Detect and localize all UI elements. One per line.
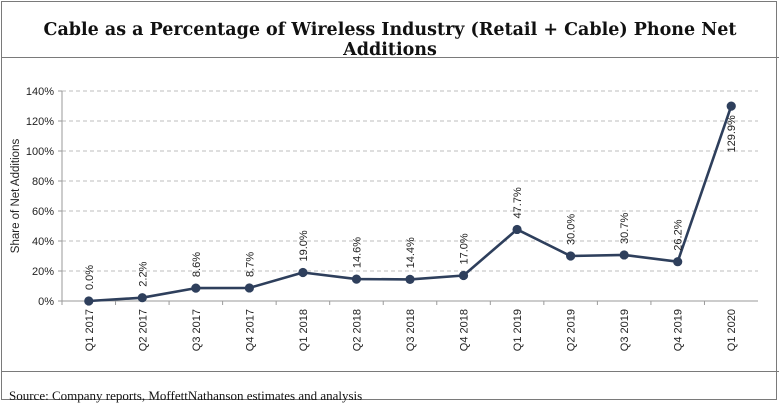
data-label-12: 129.9% xyxy=(726,115,738,153)
data-point-6 xyxy=(405,274,415,284)
title-divider xyxy=(1,57,779,58)
data-point-11 xyxy=(673,257,683,267)
data-point-3 xyxy=(244,283,254,293)
y-axis-label: Share of Net Additions xyxy=(10,139,22,254)
line-chart: 0% 20% 40% 60% 80% 100% 120% 140% Q1 2017 Q2 201… xyxy=(10,86,758,351)
data-label-0: 0.0% xyxy=(84,265,96,290)
x-tick-label-11: Q4 2019 xyxy=(673,309,685,351)
y-tick-label-6: 120% xyxy=(26,116,54,128)
x-tick-label-6: Q3 2018 xyxy=(405,309,417,351)
data-point-7 xyxy=(458,270,469,281)
x-tick-label-4: Q1 2018 xyxy=(298,309,310,351)
y-tick-label-7: 140% xyxy=(26,86,54,98)
x-tick-label-1: Q2 2017 xyxy=(137,309,149,351)
y-tick-label-1: 20% xyxy=(32,266,54,278)
data-point-4 xyxy=(298,267,308,278)
data-label-5: 14.6% xyxy=(351,237,363,268)
y-tick-labels: 0% 20% 40% 60% 80% 100% 120% 140% xyxy=(26,86,62,308)
x-tick-label-8: Q1 2019 xyxy=(512,309,524,351)
data-point-8 xyxy=(512,224,522,235)
source-divider xyxy=(1,371,779,372)
data-label-6: 14.4% xyxy=(405,237,417,268)
source-note: Source: Company reports, MoffettNathanso… xyxy=(9,388,363,403)
x-tick-label-5: Q2 2018 xyxy=(351,309,363,351)
chart-title: Cable as a Percentage of Wireless Indust… xyxy=(43,20,737,60)
data-label-2: 8.6% xyxy=(191,252,203,277)
series-line xyxy=(88,105,733,303)
grid-lines xyxy=(62,90,758,272)
data-labels: 0.0% 2.2% 8.6% 8.7% 19.0% 14.6% 14.4% 17.0% 47.7… xyxy=(84,115,738,290)
data-point-1 xyxy=(137,293,147,303)
data-label-11: 26.2% xyxy=(673,219,685,250)
y-tick-label-3: 60% xyxy=(32,206,54,218)
x-tick-label-0: Q1 2017 xyxy=(84,309,96,351)
data-point-9 xyxy=(566,251,576,261)
y-tick-label-5: 100% xyxy=(26,146,54,158)
x-tick-label-2: Q3 2017 xyxy=(191,309,203,351)
data-label-1: 2.2% xyxy=(137,261,149,286)
data-point-0 xyxy=(84,296,94,306)
data-label-9: 30.0% xyxy=(566,214,578,245)
data-points xyxy=(84,101,736,306)
x-tick-label-10: Q3 2019 xyxy=(619,309,631,351)
x-tick-label-7: Q4 2018 xyxy=(459,309,471,351)
y-tick-label-4: 80% xyxy=(32,176,54,188)
x-tick-label-9: Q2 2019 xyxy=(566,309,578,351)
data-point-12 xyxy=(726,101,736,111)
x-tick-label-3: Q4 2017 xyxy=(244,309,256,351)
y-tick-label-0: 0% xyxy=(38,296,54,308)
data-point-5 xyxy=(351,274,362,284)
data-label-10: 30.7% xyxy=(619,213,631,244)
y-tick-label-2: 40% xyxy=(32,236,54,248)
data-point-10 xyxy=(619,250,629,260)
data-point-2 xyxy=(191,283,201,293)
x-tick-labels: Q1 2017 Q2 2017 Q3 2017 Q4 2017 Q1 2018 Q2 20… xyxy=(61,301,738,351)
x-tick-label-12: Q1 2020 xyxy=(726,309,738,351)
data-label-8: 47.7% xyxy=(512,187,524,218)
data-label-4: 19.0% xyxy=(298,230,310,261)
data-label-3: 8.7% xyxy=(244,252,256,277)
data-label-7: 17.0% xyxy=(459,233,471,264)
